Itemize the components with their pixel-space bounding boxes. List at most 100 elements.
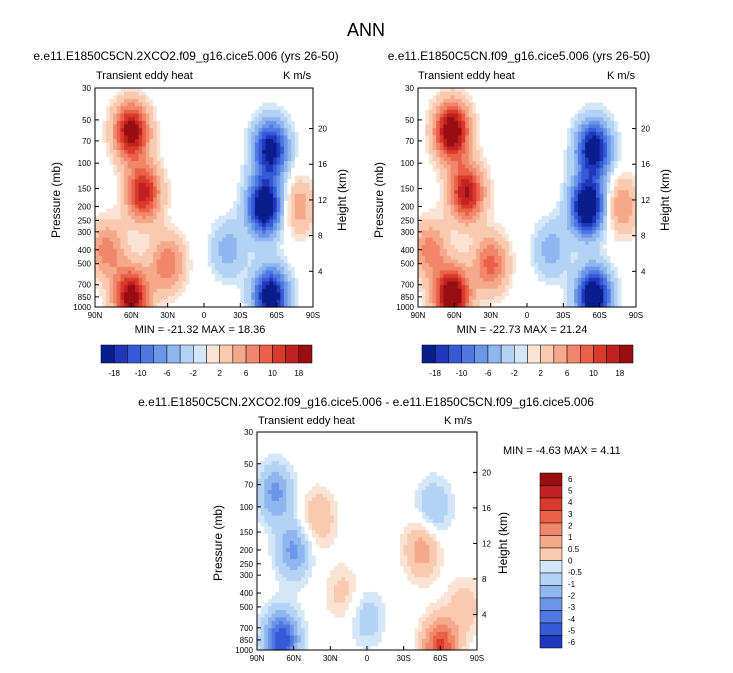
heat-cell [468,128,474,133]
heat-cell [102,266,107,272]
heat-cell [214,106,220,111]
heat-cell [200,150,205,155]
heat-cell [468,303,474,308]
heat-cell [214,281,220,286]
heat-cell [204,91,209,96]
heat-cell [167,234,172,239]
heat-cell [164,193,169,199]
heat-cell [418,266,423,272]
heat-cell [298,95,303,100]
heat-cell [436,277,441,283]
heat-cell [182,292,187,297]
heat-cell [258,197,263,202]
heat-cell [262,164,267,169]
heat-cell [461,117,466,122]
heat-cell [178,153,183,158]
heat-cell [472,223,477,228]
heat-cell [421,128,426,133]
heat-cell [298,215,303,220]
heat-cell [309,255,314,261]
heat-cell [302,182,307,188]
heat-cell [472,252,477,257]
heat-cell [243,131,249,137]
heat-cell [222,296,227,301]
heat-cell [276,153,281,158]
heat-cell [142,190,147,195]
heat-cell [425,197,430,202]
heat-cell [131,95,136,100]
heat-cell [200,263,205,268]
heat-cell [421,95,426,100]
heat-cell [124,292,129,297]
heat-cell [494,131,499,137]
heat-cell [494,95,499,100]
heat-cell [450,142,455,147]
heat-cell [425,113,430,118]
heat-cell [276,277,281,283]
heat-cell [153,234,158,239]
heat-cell [153,263,158,268]
heat-cell [287,212,292,217]
heat-cell [476,193,481,199]
heat-cell [280,292,285,297]
heat-cell [258,139,263,144]
heat-cell [124,230,129,235]
heat-cell [207,150,212,155]
heat-cell [200,157,205,162]
heat-cell [479,91,484,96]
heat-cell [174,223,180,228]
heat-cell [124,288,129,293]
heat-cell [432,113,437,118]
heat-cell [164,212,169,217]
heat-cell [116,135,122,140]
heat-cell [425,230,430,235]
heat-cell [276,117,281,122]
heat-cell [280,102,285,107]
heat-cell [171,266,176,272]
heat-cell [483,193,488,199]
heat-cell [483,120,488,126]
heat-cell [258,135,263,140]
heat-cell [193,182,198,188]
heat-cell [102,88,107,93]
heat-cell [171,219,176,224]
heat-cell [142,288,147,293]
heat-cell [142,179,147,184]
heat-cell [280,179,285,184]
heat-cell [305,285,310,290]
heat-cell [305,161,310,166]
heat-cell [109,234,114,239]
heat-cell [476,266,481,272]
heat-cell [273,157,278,162]
heat-cell [418,208,423,213]
heat-cell [225,95,231,100]
heat-cell [116,102,122,107]
heat-cell [439,255,445,261]
heat-cell [309,124,314,129]
heat-cell [145,223,151,228]
heat-cell [109,201,114,206]
heat-cell [298,234,303,239]
heat-cell [476,168,481,173]
heat-cell [196,215,201,220]
heat-cell [243,244,249,250]
heat-cell [120,204,125,210]
heat-cell [160,219,165,224]
heat-cell [468,168,474,173]
heat-cell [185,208,191,213]
heat-cell [287,182,292,188]
heat-cell [156,193,161,199]
heat-cell [243,146,249,151]
heat-cell [98,117,103,122]
heat-cell [185,113,191,118]
heat-cell [436,164,441,169]
heat-cell [418,142,423,147]
heat-cell [193,296,198,301]
heat-cell [207,288,212,293]
heat-cell [105,212,111,217]
heat-cell [196,106,201,111]
y-tick-label: 30 [82,84,91,93]
heat-cell [468,244,474,250]
heat-cell [102,98,107,104]
heat-cell [105,296,111,301]
